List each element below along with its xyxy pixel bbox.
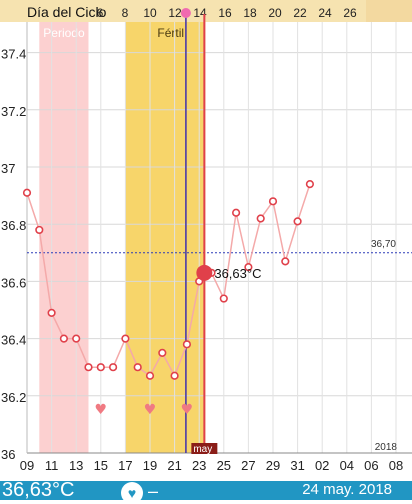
- temperature-point[interactable]: [244, 263, 253, 272]
- period-label: Periodo: [43, 26, 85, 40]
- temperature-point[interactable]: [84, 363, 93, 372]
- cycle-day-tick: 24: [318, 6, 332, 20]
- cycle-day-tick: 10: [143, 6, 157, 20]
- cycle-day-tick: 8: [122, 6, 129, 20]
- x-tick-label: 04: [340, 458, 354, 473]
- note-placeholder: –: [148, 481, 159, 501]
- x-tick-label: 29: [266, 458, 280, 473]
- heart-icon: ♥: [95, 402, 108, 418]
- x-tick-label: 23: [192, 458, 206, 473]
- temperature-point[interactable]: [121, 334, 130, 343]
- temperature-point[interactable]: [96, 363, 105, 372]
- fertile-label: Fértil: [157, 26, 184, 40]
- temperature-point[interactable]: [35, 225, 44, 235]
- x-tick-label: 27: [241, 458, 255, 473]
- selected-point[interactable]: [196, 264, 213, 281]
- cycle-day-tick: 6: [97, 6, 104, 20]
- y-tick-label: 37: [1, 161, 15, 176]
- temperature-point[interactable]: [22, 188, 32, 197]
- cycle-day-tick: 18: [243, 6, 257, 20]
- cycle-day-tick: 12: [168, 6, 182, 20]
- temperature-point[interactable]: [281, 257, 290, 266]
- selected-temperature: 36,63°C: [2, 479, 75, 501]
- temperature-point[interactable]: [133, 363, 142, 372]
- ovulation-marker-icon: [180, 8, 191, 18]
- period-band: [39, 22, 89, 453]
- temperature-point[interactable]: [219, 294, 228, 303]
- x-tick-label: 13: [69, 458, 83, 473]
- temperature-point[interactable]: [170, 371, 179, 380]
- y-tick-label: 36.6: [1, 275, 26, 290]
- y-axis-ticks: 36 36.2 36.4 36.6 36.8 37 37.2 37.4: [1, 47, 26, 462]
- cycle-day-bar: [0, 0, 412, 22]
- x-tick-label: 19: [143, 458, 157, 473]
- x-tick-label: 17: [118, 458, 132, 473]
- bottom-bar: 36,63°C ♥ – 24 may. 2018: [0, 479, 412, 504]
- x-tick-label: 08: [389, 458, 403, 473]
- x-tick-label: 31: [290, 458, 304, 473]
- temperature-point[interactable]: [59, 334, 69, 343]
- temperature-point[interactable]: [108, 363, 118, 372]
- selected-point-label: 36,63°C: [214, 266, 261, 281]
- x-tick-label: 06: [364, 458, 378, 473]
- coverline-label: 36,70: [371, 239, 396, 250]
- heart-icon[interactable]: ♥: [121, 482, 143, 504]
- x-tick-label: 02: [315, 458, 329, 473]
- year-label: 2018: [375, 442, 398, 453]
- selected-date: 24 may. 2018: [302, 481, 392, 498]
- heart-icon: ♥: [144, 402, 157, 418]
- x-axis-ticks: 09 11 13 15 17 19 21 23 25 27 29 31 02 04 06 08: [20, 458, 403, 473]
- temperature-point[interactable]: [305, 180, 315, 189]
- x-tick-label: 21: [167, 458, 181, 473]
- temperature-point[interactable]: [256, 214, 265, 223]
- x-tick-label: 25: [217, 458, 231, 473]
- temperature-chart[interactable]: Día del Ciclo Periodo Fértil 3636.236.43…: [0, 0, 412, 481]
- temperature-point[interactable]: [47, 308, 56, 317]
- temperature-point[interactable]: [158, 348, 167, 358]
- temperature-point[interactable]: [268, 197, 278, 206]
- y-tick-label: 36: [1, 447, 15, 462]
- temperature-point[interactable]: [182, 340, 191, 349]
- x-tick-label: 09: [20, 458, 34, 473]
- grid-lines: [26, 22, 412, 454]
- month-label-bg: [191, 443, 218, 454]
- cycle-day-tick: 16: [218, 6, 232, 20]
- temperature-point[interactable]: [72, 334, 81, 343]
- intercourse-hearts: ♥ ♥ ♥: [95, 402, 194, 418]
- y-tick-label: 36.2: [1, 390, 26, 405]
- y-tick-label: 37.2: [1, 104, 26, 119]
- temperature-point[interactable]: [145, 371, 155, 380]
- temperature-point[interactable]: [293, 217, 302, 226]
- y-tick-label: 36.8: [1, 218, 26, 233]
- cycle-day-title: Día del Ciclo: [27, 4, 107, 20]
- cycle-day-tick: 26: [343, 6, 357, 20]
- fertile-band: [125, 22, 206, 453]
- month-label: may: [193, 444, 212, 455]
- temperature-point[interactable]: [232, 208, 241, 217]
- y-tick-label: 37.4: [1, 47, 26, 62]
- heart-icon: ♥: [181, 402, 194, 418]
- cycle-day-tick: 20: [268, 6, 282, 20]
- cycle-day-ticks: 6 8 10 12 14 16 18 20 22 24 26: [97, 6, 357, 20]
- x-tick-label: 11: [45, 458, 59, 473]
- x-tick-label: 15: [94, 458, 108, 473]
- y-tick-label: 36.4: [1, 333, 26, 348]
- cycle-day-bar-edge: [366, 0, 412, 22]
- cycle-day-tick: 22: [293, 6, 307, 20]
